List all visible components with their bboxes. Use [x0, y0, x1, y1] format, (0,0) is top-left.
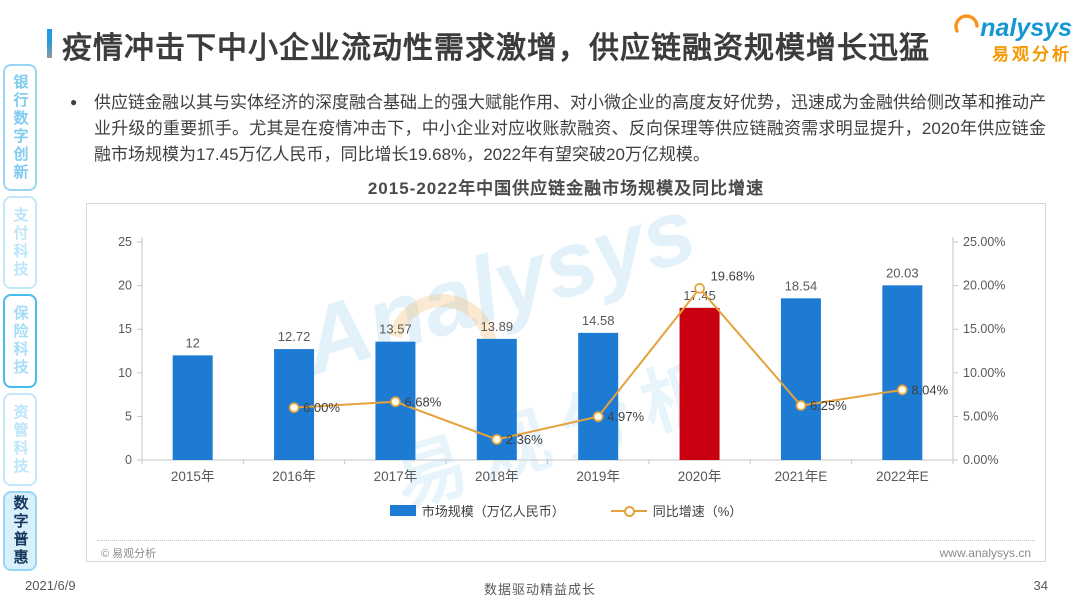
svg-text:0: 0 — [125, 453, 132, 467]
website-text: www.analysys.cn — [939, 546, 1031, 560]
svg-text:4.97%: 4.97% — [607, 409, 644, 424]
copyright-text: © 易观分析 — [101, 548, 157, 560]
legend-item-market-scale: 市场规模（万亿人民币） — [389, 501, 565, 520]
bar-series-swatch-icon — [389, 505, 416, 516]
logo-swoosh-icon — [950, 7, 980, 40]
svg-text:12.72: 12.72 — [278, 329, 311, 344]
svg-text:2017年: 2017年 — [374, 469, 418, 484]
combo-chart: 0 5 10 15 20 25 0.00% 5.00% 10.00% 15.00% 20.00% 25… — [118, 235, 1005, 484]
svg-text:0.00%: 0.00% — [963, 453, 998, 467]
svg-text:2.36%: 2.36% — [506, 432, 543, 447]
svg-text:6.25%: 6.25% — [810, 398, 847, 413]
title-accent-bar — [47, 29, 52, 58]
card-divider — [97, 540, 1035, 541]
bar-2020年 — [679, 307, 720, 460]
page-title: 疫情冲击下中小企业流动性需求激增，供应链融资规模增长迅猛 — [62, 32, 930, 65]
svg-text:12: 12 — [185, 335, 199, 350]
logo-brand-text: nalysys — [980, 14, 1072, 42]
footer-page-number: 34 — [1033, 578, 1048, 593]
svg-text:25: 25 — [118, 235, 132, 249]
svg-text:5: 5 — [125, 409, 132, 423]
sidebar-item-insurance-tech[interactable]: 保险科技 — [3, 294, 37, 388]
svg-text:2019年: 2019年 — [576, 469, 620, 484]
chart-title: 2015-2022年中国供应链金融市场规模及同比增速 — [367, 179, 765, 198]
footer-date: 2021/6/9 — [25, 578, 76, 593]
svg-text:2021年E: 2021年E — [775, 469, 828, 484]
svg-text:2015年: 2015年 — [171, 469, 215, 484]
svg-text:15.00%: 15.00% — [963, 322, 1005, 336]
svg-text:19.68%: 19.68% — [711, 268, 756, 283]
svg-text:20.03: 20.03 — [886, 265, 919, 280]
chart-legend: 市场规模（万亿人民币） 同比增速（%） — [87, 501, 1045, 520]
svg-text:15: 15 — [118, 322, 132, 336]
legend-item-yoy-growth: 同比增速（%） — [610, 501, 743, 520]
line-series-swatch-icon — [610, 505, 647, 517]
svg-text:14.58: 14.58 — [582, 313, 615, 328]
svg-text:25.00%: 25.00% — [963, 235, 1005, 249]
card-footer: © 易观分析 www.analysys.cn — [101, 545, 1031, 561]
svg-text:18.54: 18.54 — [785, 278, 818, 293]
bar-2022年E — [882, 285, 923, 460]
svg-text:8.04%: 8.04% — [911, 382, 948, 397]
svg-text:6.00%: 6.00% — [303, 400, 340, 415]
svg-text:2022年E: 2022年E — [876, 469, 929, 484]
svg-text:6.68%: 6.68% — [404, 394, 441, 409]
chart-card: Analysys 易观分析 0 5 10 15 20 25 0.00% 5.00% 10.00%… — [86, 178, 1046, 562]
logo-brand-chinese: 易观分析 — [992, 45, 1072, 64]
legend-label-market-scale: 市场规模（万亿人民币） — [421, 504, 565, 519]
bullet-icon: ● — [70, 95, 78, 109]
analysys-logo: nalysys 易观分析 — [950, 10, 1072, 65]
sidebar-item-digital-inclusion[interactable]: 数字普惠 — [3, 491, 37, 571]
svg-text:2016年: 2016年 — [272, 469, 316, 484]
bar-2015年 — [172, 355, 213, 460]
footer-slogan: 数据驱动精益成长 — [483, 582, 596, 597]
svg-text:20.00%: 20.00% — [963, 279, 1005, 293]
sidebar-item-payment-tech[interactable]: 支付科技 — [3, 196, 37, 289]
svg-text:10.00%: 10.00% — [963, 366, 1005, 380]
sidebar-item-banking-digital-innovation[interactable]: 银行数字创新 — [3, 64, 37, 191]
bar-2019年 — [578, 332, 619, 460]
intro-paragraph: 供应链金融以其与实体经济的深度融合基础上的强大赋能作用、对小微企业的高度友好优势… — [94, 93, 1046, 164]
svg-text:2018年: 2018年 — [475, 469, 519, 484]
svg-text:10: 10 — [118, 366, 132, 380]
sidebar-item-asset-mgmt-tech[interactable]: 资管科技 — [3, 393, 37, 486]
svg-text:2020年: 2020年 — [678, 469, 722, 484]
svg-text:13.57: 13.57 — [379, 322, 412, 337]
legend-label-yoy-growth: 同比增速（%） — [652, 504, 743, 519]
svg-text:13.89: 13.89 — [481, 319, 514, 334]
svg-text:5.00%: 5.00% — [963, 409, 998, 423]
svg-text:20: 20 — [118, 279, 132, 293]
bar-2021年E — [780, 298, 821, 460]
